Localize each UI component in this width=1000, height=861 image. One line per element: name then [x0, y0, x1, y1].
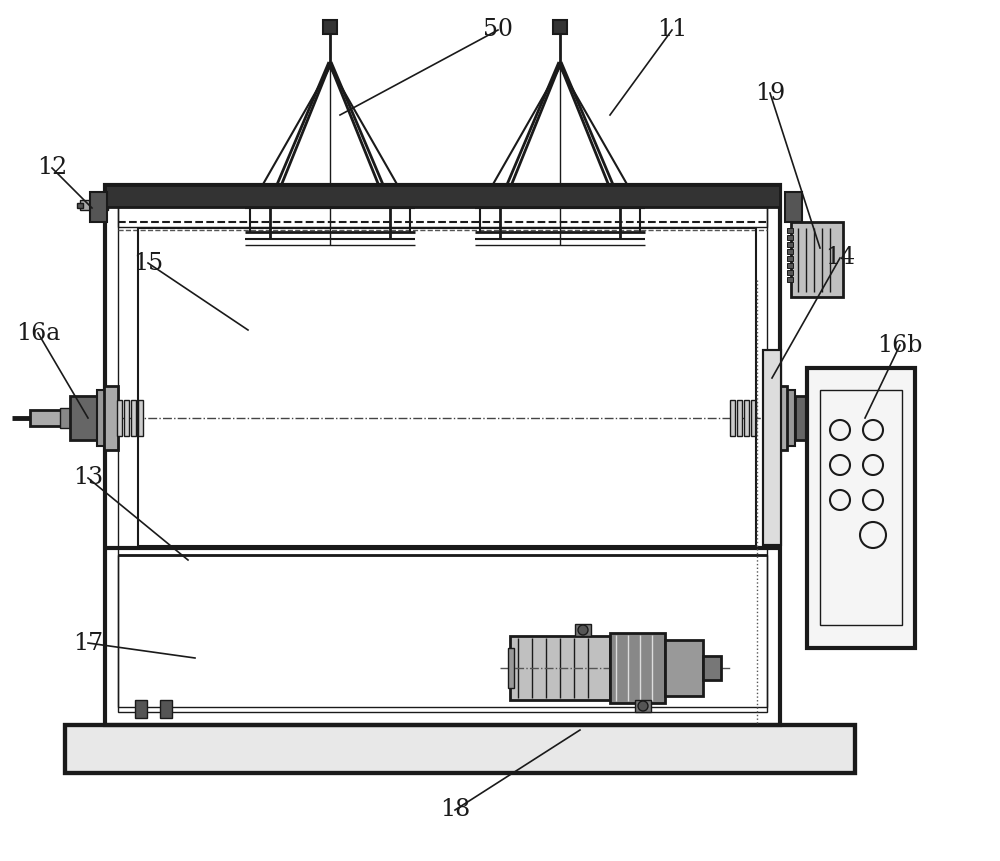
- Circle shape: [787, 201, 799, 213]
- Text: 16a: 16a: [16, 321, 60, 344]
- Bar: [105, 185, 780, 725]
- Bar: [65, 725, 855, 773]
- Bar: [131, 400, 136, 436]
- Bar: [795, 396, 823, 440]
- Bar: [737, 400, 742, 436]
- Bar: [138, 400, 143, 436]
- Bar: [730, 400, 735, 436]
- Bar: [104, 386, 118, 450]
- Text: 50: 50: [483, 18, 513, 41]
- Bar: [138, 228, 756, 546]
- Bar: [787, 390, 795, 446]
- Text: 15: 15: [133, 251, 163, 275]
- Bar: [70, 396, 98, 440]
- Bar: [90, 192, 107, 222]
- Bar: [787, 277, 793, 282]
- Text: 12: 12: [37, 157, 67, 179]
- Bar: [60, 408, 72, 428]
- Bar: [763, 350, 781, 545]
- Bar: [773, 386, 787, 450]
- Bar: [30, 410, 62, 426]
- Bar: [553, 20, 567, 34]
- Text: 13: 13: [73, 467, 103, 490]
- Bar: [118, 207, 767, 227]
- Text: 18: 18: [440, 798, 470, 821]
- Bar: [744, 400, 749, 436]
- Bar: [77, 203, 83, 208]
- Bar: [160, 700, 172, 718]
- Bar: [820, 390, 902, 625]
- Bar: [787, 228, 793, 233]
- Bar: [785, 192, 802, 222]
- Text: 19: 19: [755, 82, 785, 104]
- Bar: [763, 350, 781, 545]
- Bar: [787, 270, 793, 275]
- Bar: [105, 185, 780, 207]
- Text: 11: 11: [657, 18, 687, 41]
- Text: 14: 14: [825, 246, 855, 269]
- Bar: [118, 555, 767, 707]
- Bar: [97, 390, 105, 446]
- Bar: [787, 242, 793, 247]
- Bar: [751, 400, 756, 436]
- Bar: [117, 400, 122, 436]
- Bar: [575, 624, 591, 636]
- Bar: [832, 410, 864, 426]
- Bar: [822, 408, 834, 428]
- Bar: [124, 400, 129, 436]
- Bar: [65, 725, 855, 773]
- Bar: [610, 633, 665, 703]
- Bar: [787, 256, 793, 261]
- Bar: [807, 368, 915, 648]
- Bar: [510, 636, 610, 700]
- Circle shape: [638, 701, 648, 711]
- Bar: [791, 222, 843, 297]
- Bar: [135, 700, 147, 718]
- Circle shape: [578, 625, 588, 635]
- Bar: [787, 235, 793, 240]
- Circle shape: [92, 201, 104, 213]
- Text: 16b: 16b: [877, 333, 923, 356]
- Bar: [665, 640, 703, 696]
- Bar: [635, 700, 651, 712]
- Bar: [703, 656, 721, 680]
- Bar: [323, 20, 337, 34]
- Bar: [80, 200, 108, 210]
- Bar: [787, 249, 793, 254]
- Text: 17: 17: [73, 631, 103, 654]
- Bar: [508, 648, 514, 688]
- Bar: [118, 198, 767, 712]
- Bar: [787, 263, 793, 268]
